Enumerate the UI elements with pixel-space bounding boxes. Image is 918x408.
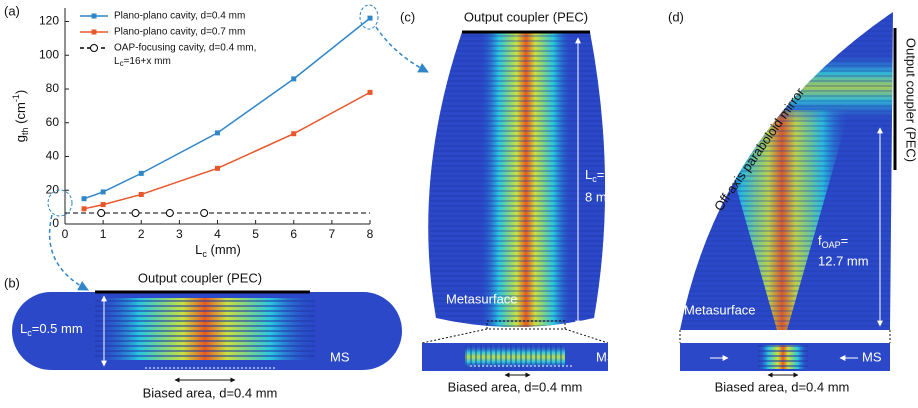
label: Biased area, d=0.4 mm [448, 379, 583, 394]
x-tick-label: 6 [290, 227, 297, 241]
link-arrow [48, 214, 89, 291]
fringes [680, 12, 893, 330]
panel-d: Output coupler (PEC) Off-axis paraboloid… [679, 12, 918, 394]
marker [81, 196, 87, 202]
series-line [83, 17, 371, 200]
marker [91, 13, 97, 19]
label: Output coupler (PEC) [138, 270, 262, 285]
y-tick-label: 100 [39, 47, 59, 61]
legend-label: Plano-plano cavity, d=0.7 mm [114, 27, 245, 38]
x-tick-label: 7 [329, 227, 336, 241]
marker [138, 170, 144, 176]
label: MS [330, 349, 350, 364]
x-tick-label: 8 [367, 227, 374, 241]
inset-fringes [465, 345, 565, 369]
legend-label: OAP-focusing cavity, d=0.4 mm, [114, 43, 256, 54]
marker [291, 76, 297, 82]
marker [91, 29, 97, 35]
label: Biased area, d=0.4 mm [143, 385, 278, 400]
label: Metasurface [684, 302, 756, 317]
inset-fringes [758, 345, 808, 369]
panel-label: (d) [668, 9, 684, 24]
marker [291, 131, 297, 137]
marker [131, 209, 140, 218]
marker [200, 209, 209, 218]
label: Metasurface [446, 291, 518, 306]
legend-label: Plano-plano cavity, d=0.4 mm [114, 11, 245, 22]
fringes [430, 32, 606, 327]
x-tick-label: 4 [214, 227, 221, 241]
legend-label: Lc=16+x mm [114, 56, 171, 68]
panel-b: Output coupler (PEC) Lc=0.5 mm MS Biased… [12, 270, 402, 400]
zoom-box [486, 320, 566, 330]
legend-label-part: =16+x mm [124, 56, 171, 67]
label: MS [596, 349, 616, 364]
label: 8 mm [585, 189, 618, 204]
zoom-line [421, 328, 488, 344]
y-tick-label: 80 [46, 81, 60, 95]
marker [90, 44, 98, 52]
marker [138, 191, 144, 197]
x-tick-label: 1 [100, 227, 107, 241]
link-arrow [375, 26, 429, 73]
label: Biased area, d=0.4 mm [715, 379, 850, 394]
y-axis-label: gth (cm-1) [11, 90, 30, 142]
panel-label: (a) [4, 3, 20, 18]
marker [100, 189, 106, 195]
marker [367, 15, 373, 21]
panel-label: (b) [4, 275, 20, 290]
panel-c: Output coupler (PEC) Lc= 8 mm Metasurfac… [421, 9, 618, 394]
legend-label-part: L [114, 56, 120, 67]
x-tick-label: 3 [176, 227, 183, 241]
x-tick-label: 2 [138, 227, 145, 241]
fringes [95, 298, 315, 360]
zoom-line [564, 328, 609, 344]
x-tick-label: 0 [62, 227, 69, 241]
marker [367, 89, 373, 95]
highlight [359, 4, 379, 30]
label: Lc=0.5 mm [20, 321, 83, 338]
marker [97, 209, 106, 218]
label: Lc= [585, 167, 604, 184]
y-tick-label: 40 [46, 149, 60, 163]
y-tick-label: 120 [39, 14, 59, 28]
label: fOAP= [818, 233, 848, 250]
marker [100, 202, 106, 208]
marker [165, 209, 174, 218]
legend-label-part: c [120, 59, 124, 68]
label: Output coupler (PEC) [464, 9, 588, 24]
y-tick-label: 0 [52, 216, 59, 230]
x-axis-label: Lc (mm) [195, 242, 241, 259]
marker [215, 130, 220, 136]
label: Output coupler (PEC) [904, 38, 918, 162]
label: MS [862, 349, 882, 364]
highlight [47, 189, 73, 217]
series-line [83, 91, 371, 210]
x-tick-label: 5 [252, 227, 259, 241]
label: 12.7 mm [818, 253, 869, 268]
y-tick-label: 20 [46, 182, 60, 196]
panel-label: (c) [400, 9, 415, 24]
marker [81, 206, 87, 212]
marker [215, 165, 220, 171]
y-tick-label: 60 [46, 115, 60, 129]
